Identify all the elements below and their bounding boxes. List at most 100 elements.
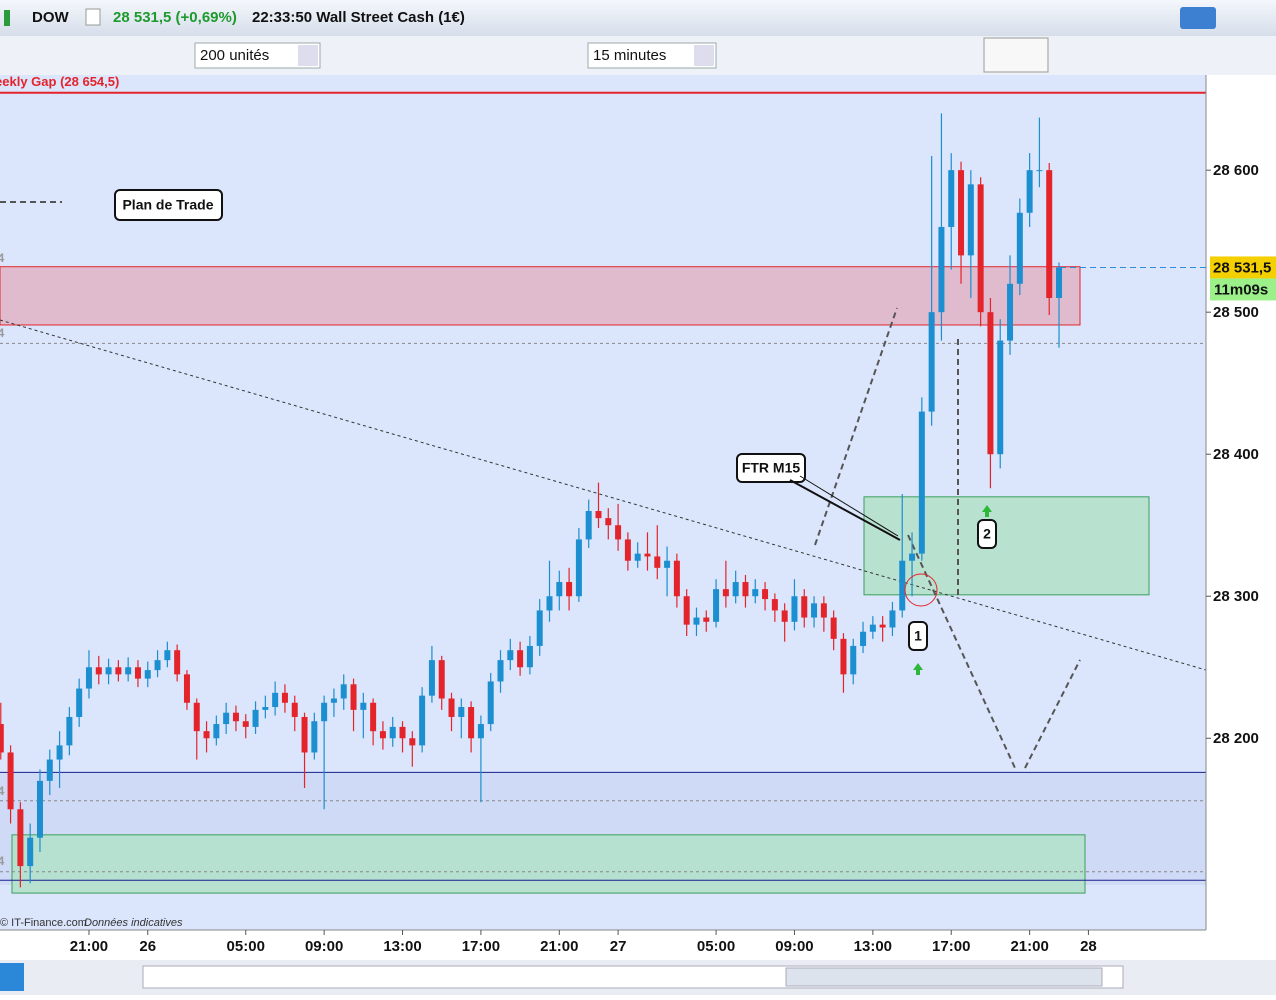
keyboard-button[interactable] xyxy=(1180,7,1216,29)
candle-body xyxy=(497,660,504,682)
candle-body xyxy=(0,724,4,753)
x-tick-label: 17:00 xyxy=(462,938,500,955)
zone xyxy=(863,496,1150,596)
countdown-box xyxy=(1210,278,1276,301)
candle-body xyxy=(948,170,955,227)
zone xyxy=(0,266,1081,326)
annotation: Plan de Trade xyxy=(122,197,213,213)
y-tick-label: 28 400 xyxy=(1213,446,1259,463)
candle-body xyxy=(340,684,347,699)
candle-body xyxy=(987,312,994,455)
candle-body xyxy=(17,809,24,867)
candle-body xyxy=(644,553,651,557)
indicator-button[interactable] xyxy=(983,37,1049,73)
info-icon[interactable] xyxy=(85,8,101,26)
h4-label: H4 xyxy=(0,784,5,798)
candle-body xyxy=(242,721,249,727)
candle-body xyxy=(820,603,827,618)
quote: 28 531,5 (+0,69%) xyxy=(113,9,237,26)
candle-body xyxy=(468,707,475,739)
candle-body xyxy=(409,738,416,746)
candle-body xyxy=(752,589,759,597)
candle-body xyxy=(615,525,622,540)
last-price-box xyxy=(1210,256,1276,279)
candle-body xyxy=(840,638,847,675)
candle-body xyxy=(85,667,92,689)
candle-body xyxy=(1016,212,1023,284)
candle-body xyxy=(536,610,543,646)
candle-body xyxy=(232,712,239,722)
candle-body xyxy=(1007,283,1014,341)
scroll-thumb[interactable] xyxy=(785,967,1103,987)
candle-body xyxy=(379,731,386,739)
candle-body xyxy=(1026,170,1033,213)
candle-body xyxy=(477,724,484,739)
candle-body xyxy=(144,670,151,679)
candle-body xyxy=(958,170,965,256)
candle-body xyxy=(585,511,592,540)
y-tick-label: 28 200 xyxy=(1213,730,1259,747)
candle-body xyxy=(683,596,690,625)
x-tick-label: 09:00 xyxy=(305,938,343,955)
x-tick-label: 05:00 xyxy=(227,938,265,955)
h4-label: H4 xyxy=(0,854,5,868)
candle-body xyxy=(722,589,729,597)
candle-body xyxy=(56,745,63,760)
candle-body xyxy=(673,560,680,597)
candle-body xyxy=(164,650,171,661)
candle-body xyxy=(517,650,524,668)
candle-body xyxy=(654,556,661,568)
candle-body xyxy=(448,698,455,717)
candle-body xyxy=(399,726,406,739)
dropdown-arrow[interactable] xyxy=(298,45,318,66)
candle-body xyxy=(967,184,974,256)
candle-body xyxy=(860,631,867,646)
candle-body xyxy=(693,617,700,625)
annotation-box xyxy=(908,621,928,651)
candle-body xyxy=(850,645,857,675)
x-tick-label: 28 xyxy=(1080,938,1097,955)
candle-body xyxy=(311,721,318,753)
symbol[interactable]: DOW xyxy=(32,9,70,26)
dropdown-arrow[interactable] xyxy=(694,45,714,66)
annotation: 1 xyxy=(914,628,922,644)
candle-body xyxy=(389,726,396,739)
candle-body xyxy=(360,702,367,710)
candle-body xyxy=(301,716,308,753)
candle-body xyxy=(830,617,837,639)
candle-body xyxy=(174,650,181,675)
candle-body xyxy=(713,589,720,622)
candle-body xyxy=(507,650,514,661)
annotation: FTR M15 xyxy=(742,460,801,476)
disclaimer: Données indicatives xyxy=(84,917,183,929)
candle-body xyxy=(183,674,190,703)
annotation-box xyxy=(977,519,997,549)
candle-body xyxy=(272,692,279,708)
candle-body xyxy=(291,702,298,717)
callout xyxy=(799,475,899,537)
x-tick-label: 13:00 xyxy=(383,938,421,955)
annotation-box xyxy=(114,189,223,221)
candle-body xyxy=(223,712,230,725)
candle-body xyxy=(566,582,573,597)
candle-body xyxy=(762,589,769,600)
h4-label: H4 xyxy=(0,251,5,265)
h4-label: H4 xyxy=(0,326,5,340)
x-tick-label: 09:00 xyxy=(775,938,813,955)
candle-body xyxy=(7,752,14,810)
up-arrow xyxy=(982,505,992,517)
candle-body xyxy=(791,596,798,622)
candle-body xyxy=(262,707,269,710)
zone xyxy=(11,834,1086,894)
candle-body xyxy=(801,596,808,618)
callout xyxy=(789,479,901,541)
candle-body xyxy=(76,688,83,717)
candle-body xyxy=(193,702,200,732)
candle-body xyxy=(154,660,161,671)
candle-body xyxy=(811,603,818,618)
tool-icon[interactable] xyxy=(0,963,24,991)
candle-body xyxy=(1046,170,1053,298)
source: © IT-Finance.com xyxy=(0,917,87,929)
x-tick-label: 26 xyxy=(139,938,156,955)
